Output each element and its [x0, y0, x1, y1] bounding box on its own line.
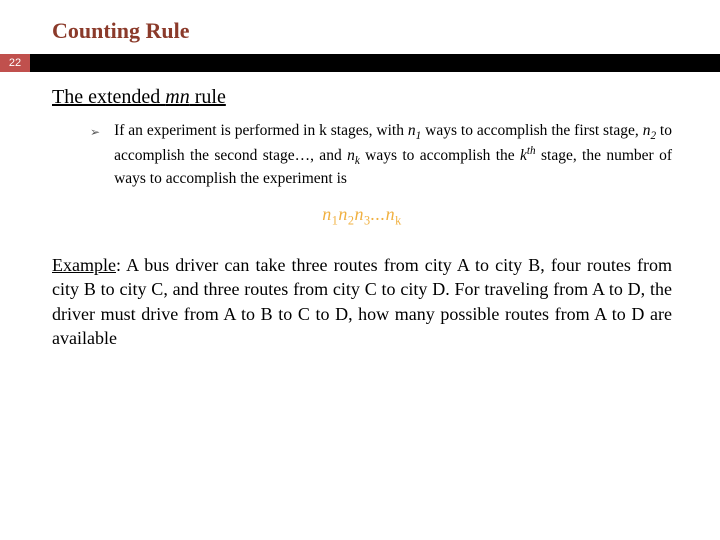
subtitle-prefix: The extended: [52, 86, 165, 108]
subtitle-italic: mn: [165, 86, 189, 108]
subtitle: The extended mn rule: [52, 86, 672, 109]
bullet-text: If an experiment is performed in k stage…: [114, 121, 672, 190]
page-number-bar: 22: [0, 54, 720, 72]
example-text: Example: A bus driver can take three rou…: [52, 253, 672, 350]
chevron-right-icon: ➢: [90, 125, 100, 140]
slide: Counting Rule 22 The extended mn rule ➢ …: [0, 0, 720, 540]
formula: n1n2n3...nk: [52, 204, 672, 229]
page-number-box: 22: [0, 54, 30, 72]
slide-title: Counting Rule: [0, 18, 720, 44]
divider-bar: [30, 54, 720, 72]
bullet-item: ➢ If an experiment is performed in k sta…: [52, 121, 672, 190]
content-area: The extended mn rule ➢ If an experiment …: [0, 86, 720, 350]
subtitle-suffix: rule: [190, 86, 226, 108]
